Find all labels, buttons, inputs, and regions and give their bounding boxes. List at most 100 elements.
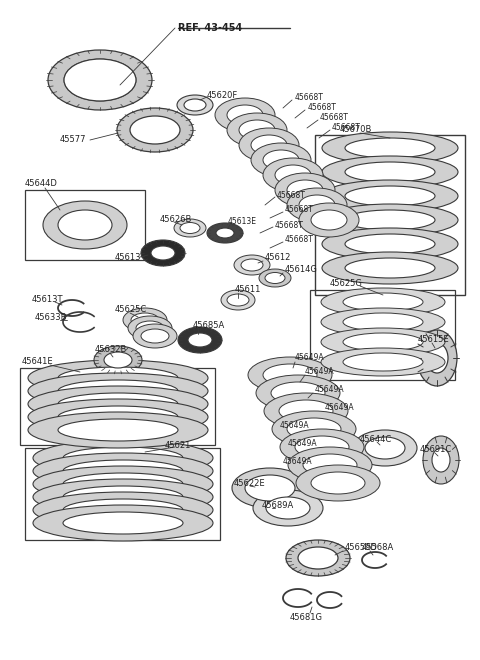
Ellipse shape — [58, 419, 178, 441]
Ellipse shape — [322, 204, 458, 236]
Ellipse shape — [345, 234, 435, 254]
Text: 45620F: 45620F — [207, 90, 238, 100]
Ellipse shape — [151, 246, 175, 260]
Text: 45613E: 45613E — [228, 218, 257, 226]
Ellipse shape — [128, 316, 172, 340]
Ellipse shape — [275, 165, 311, 185]
Text: 45649A: 45649A — [280, 420, 310, 430]
Ellipse shape — [133, 324, 177, 348]
Ellipse shape — [245, 475, 295, 501]
Ellipse shape — [28, 399, 208, 435]
Ellipse shape — [131, 313, 159, 327]
Ellipse shape — [28, 412, 208, 448]
Ellipse shape — [345, 210, 435, 230]
Ellipse shape — [321, 328, 445, 356]
Ellipse shape — [215, 98, 275, 132]
Ellipse shape — [287, 418, 341, 440]
Ellipse shape — [43, 201, 127, 249]
Ellipse shape — [426, 343, 448, 373]
Text: 45625C: 45625C — [115, 306, 147, 315]
Ellipse shape — [311, 472, 365, 494]
Ellipse shape — [263, 158, 323, 192]
Bar — [25, 190, 145, 260]
Text: 45668T: 45668T — [308, 104, 337, 112]
Ellipse shape — [264, 393, 348, 429]
Text: 45621: 45621 — [165, 440, 192, 449]
Ellipse shape — [184, 99, 206, 111]
Text: 45670B: 45670B — [340, 125, 372, 135]
Text: 45691C: 45691C — [420, 446, 452, 455]
Ellipse shape — [221, 290, 255, 310]
Ellipse shape — [241, 259, 263, 271]
Ellipse shape — [345, 162, 435, 182]
Ellipse shape — [48, 50, 152, 110]
Ellipse shape — [288, 447, 372, 483]
Text: 45568A: 45568A — [362, 543, 394, 552]
Ellipse shape — [343, 293, 423, 311]
Ellipse shape — [432, 448, 450, 472]
Ellipse shape — [227, 113, 287, 147]
Text: 45649A: 45649A — [325, 403, 355, 412]
Text: 45611: 45611 — [235, 286, 262, 294]
Text: 45668T: 45668T — [277, 191, 306, 199]
Ellipse shape — [253, 490, 323, 526]
Text: 45649A: 45649A — [305, 368, 335, 376]
Text: 45614G: 45614G — [285, 265, 318, 275]
Ellipse shape — [263, 150, 299, 170]
Text: 45644C: 45644C — [360, 436, 392, 444]
Ellipse shape — [322, 156, 458, 188]
Ellipse shape — [321, 308, 445, 336]
Ellipse shape — [322, 132, 458, 164]
Text: 45625G: 45625G — [330, 279, 363, 288]
Ellipse shape — [94, 346, 142, 374]
Ellipse shape — [216, 228, 234, 238]
Ellipse shape — [58, 406, 178, 428]
Text: 45632B: 45632B — [95, 345, 127, 354]
Text: 45649A: 45649A — [315, 385, 345, 395]
Ellipse shape — [58, 210, 112, 240]
Ellipse shape — [343, 333, 423, 351]
Text: 45668T: 45668T — [332, 123, 361, 133]
Ellipse shape — [251, 135, 287, 155]
Ellipse shape — [141, 329, 169, 343]
Ellipse shape — [136, 321, 164, 335]
Ellipse shape — [63, 473, 183, 495]
Ellipse shape — [303, 454, 357, 476]
Ellipse shape — [232, 468, 308, 508]
Ellipse shape — [33, 479, 213, 515]
Ellipse shape — [188, 333, 212, 347]
Ellipse shape — [28, 373, 208, 409]
Bar — [310, 290, 455, 380]
Ellipse shape — [33, 492, 213, 528]
Text: 45668T: 45668T — [320, 114, 349, 123]
Ellipse shape — [275, 173, 335, 207]
Ellipse shape — [286, 540, 350, 576]
Ellipse shape — [343, 353, 423, 371]
Text: 45644D: 45644D — [25, 178, 58, 187]
Ellipse shape — [207, 223, 243, 243]
Ellipse shape — [343, 313, 423, 331]
Ellipse shape — [239, 120, 275, 140]
Ellipse shape — [251, 143, 311, 177]
Ellipse shape — [58, 393, 178, 415]
Ellipse shape — [321, 288, 445, 316]
Bar — [315, 135, 465, 295]
Ellipse shape — [279, 400, 333, 422]
Ellipse shape — [104, 352, 132, 368]
Ellipse shape — [296, 465, 380, 501]
Ellipse shape — [63, 512, 183, 534]
Ellipse shape — [33, 505, 213, 541]
Text: 45659D: 45659D — [345, 543, 378, 552]
Ellipse shape — [64, 59, 136, 101]
Ellipse shape — [28, 386, 208, 422]
Text: 45649A: 45649A — [288, 438, 318, 447]
Ellipse shape — [178, 327, 222, 353]
Ellipse shape — [63, 460, 183, 482]
Ellipse shape — [423, 436, 459, 484]
Text: 45668T: 45668T — [285, 205, 314, 214]
Ellipse shape — [239, 128, 299, 162]
Ellipse shape — [227, 105, 263, 125]
Ellipse shape — [345, 258, 435, 278]
Ellipse shape — [298, 547, 338, 569]
Ellipse shape — [417, 330, 457, 386]
